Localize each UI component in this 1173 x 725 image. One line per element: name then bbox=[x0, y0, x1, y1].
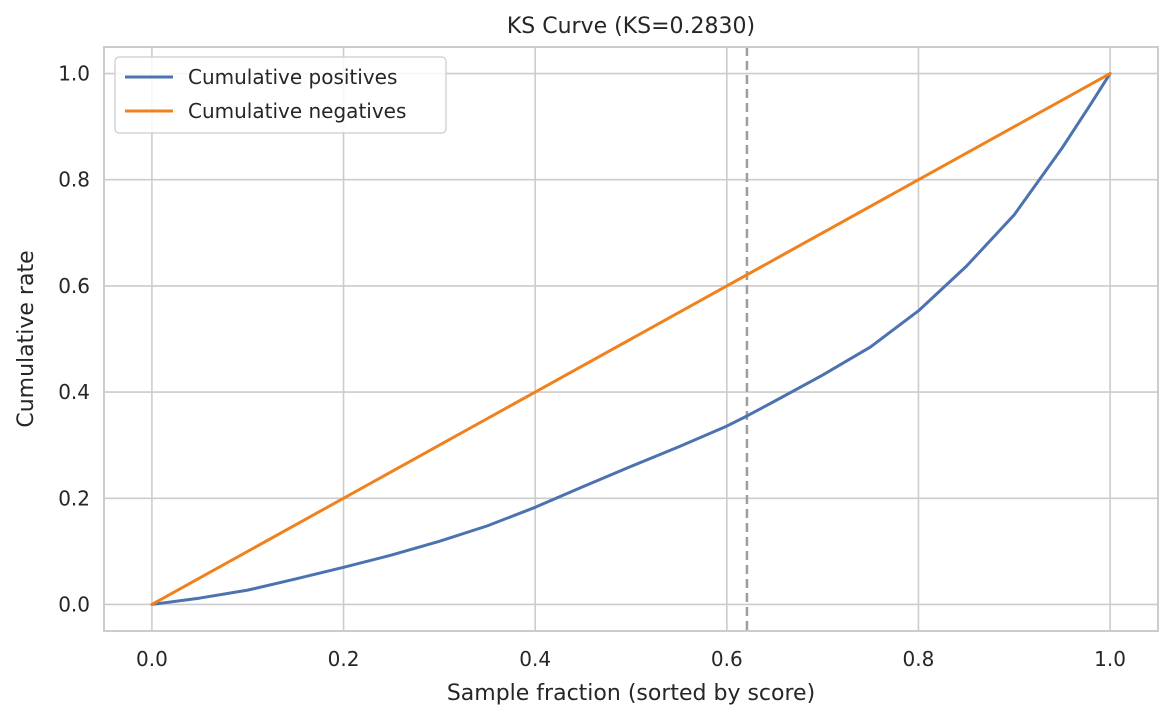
y-tick-label: 0.6 bbox=[58, 274, 90, 298]
series-line-positives bbox=[150, 72, 1112, 606]
x-tick-label: 0.6 bbox=[711, 647, 743, 671]
y-axis-label: Cumulative rate bbox=[14, 250, 39, 427]
legend-label-positives: Cumulative positives bbox=[188, 65, 397, 89]
x-tick-label: 0.8 bbox=[903, 647, 935, 671]
y-tick-label: 0.4 bbox=[58, 380, 90, 404]
legend-box bbox=[114, 56, 447, 134]
series-line-negatives bbox=[150, 72, 1112, 606]
y-tick-label: 0.0 bbox=[58, 592, 90, 616]
plot-frame bbox=[103, 46, 1159, 632]
legend-label-negatives: Cumulative negatives bbox=[188, 99, 406, 123]
y-tick-label: 0.8 bbox=[58, 168, 90, 192]
series-layer bbox=[150, 47, 1112, 631]
ticks-layer: 0.0 0.2 0.4 0.6 0.8 1.0 0.0 0.2 0.4 0.6 0.8 1.0 bbox=[58, 62, 1126, 671]
x-tick-label: 0.2 bbox=[328, 647, 360, 671]
y-tick-label: 0.2 bbox=[58, 486, 90, 510]
x-tick-label: 0.4 bbox=[519, 647, 551, 671]
x-tick-label: 1.0 bbox=[1094, 647, 1126, 671]
chart-title: KS Curve (KS=0.2830) bbox=[507, 14, 755, 39]
legend: Cumulative positives Cumulative negative… bbox=[114, 56, 447, 134]
x-axis-label: Sample fraction (sorted by score) bbox=[447, 681, 815, 706]
y-tick-label: 1.0 bbox=[58, 62, 90, 86]
x-tick-label: 0.0 bbox=[136, 647, 168, 671]
